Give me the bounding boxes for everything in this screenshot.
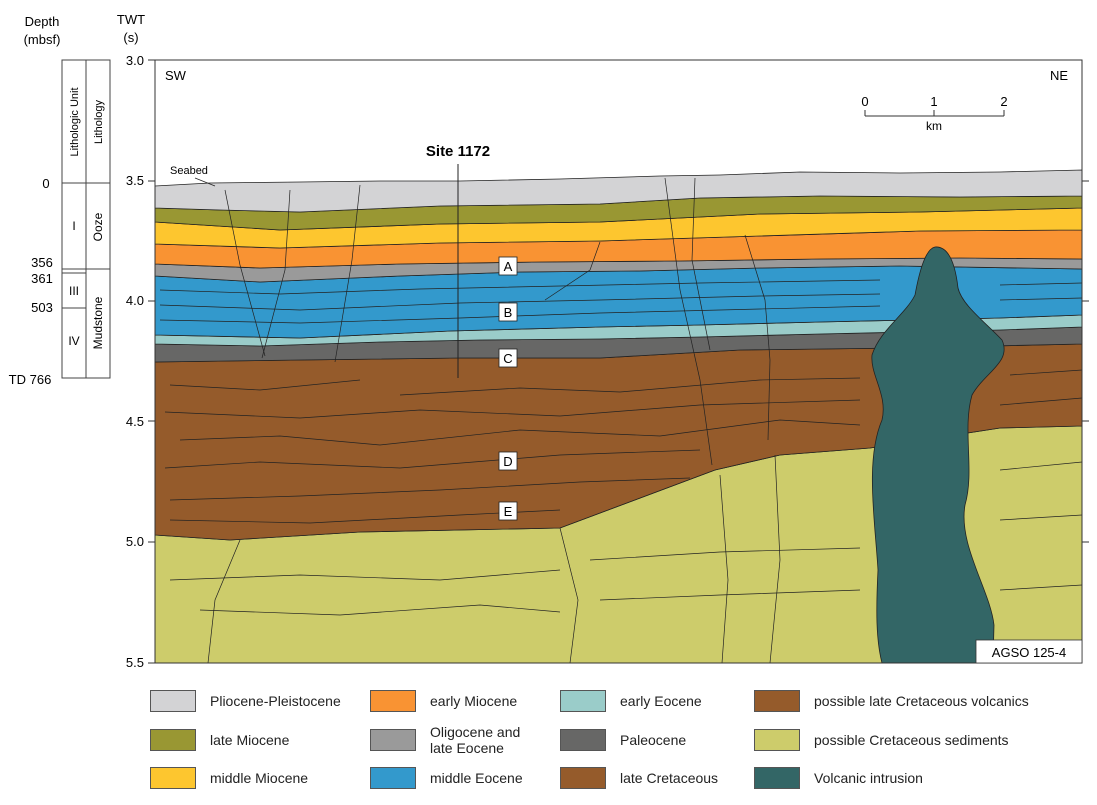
seabed-label: Seabed <box>170 165 208 177</box>
legend-item-early-eocene: early Eocene <box>560 690 702 712</box>
legend-item-late-miocene: late Miocene <box>150 729 289 751</box>
scale-tick-2: 2 <box>1000 94 1007 109</box>
depth-503: 503 <box>31 300 53 315</box>
depth-0: 0 <box>42 176 49 191</box>
survey-label-box <box>975 639 1083 664</box>
legend-label: late Miocene <box>210 732 290 748</box>
legend-item-early-miocene: early Miocene <box>370 690 517 712</box>
lithology-ooze: Ooze <box>91 212 105 241</box>
y-tick-3.5: 3.5 <box>126 173 144 188</box>
seabed-pointer <box>194 177 216 187</box>
legend-item-cretaceous-sediments: possible Cretaceous sediments <box>754 729 1009 751</box>
legend-swatch <box>370 767 416 789</box>
legend-item-paleocene: Paleocene <box>560 729 686 751</box>
lithology-header: Lithology <box>93 99 105 144</box>
horizon-B: B <box>504 305 513 320</box>
depth-361: 361 <box>31 271 53 286</box>
legend-item-late-cretaceous: late Cretaceous <box>560 767 718 789</box>
horizon-D: D <box>503 454 512 469</box>
survey-label: AGSO 125-4 <box>992 645 1066 660</box>
site-1172-label: Site 1172 <box>426 143 490 160</box>
legend-swatch <box>560 690 606 712</box>
scale-unit: km <box>926 119 942 133</box>
legend-item-volcanic-intrusion: Volcanic intrusion <box>754 767 923 789</box>
unit-IV: IV <box>68 334 79 348</box>
y-tick-4.5: 4.5 <box>126 414 144 429</box>
legend-item-middle-miocene: middle Miocene <box>150 767 308 789</box>
legend-swatch <box>754 729 800 751</box>
section-frame <box>148 59 1089 664</box>
lithologic-unit-header: Lithologic Unit <box>69 87 81 156</box>
legend-swatch <box>560 729 606 751</box>
reflector-lines <box>159 177 1083 664</box>
legend-label: late Cretaceous <box>620 770 719 786</box>
scale-tick-0: 0 <box>861 94 868 109</box>
y-axis-header: TWT <box>117 12 145 27</box>
unit-I: I <box>72 219 75 233</box>
legend-swatch <box>150 690 196 712</box>
horizon-E: E <box>504 504 513 519</box>
legend-item-middle-eocene: middle Eocene <box>370 767 523 789</box>
y-tick-4.0: 4.0 <box>126 293 144 308</box>
legend-label: early Eocene <box>620 693 702 709</box>
section-layers <box>154 169 1083 664</box>
y-axis-unit: (s) <box>123 30 138 45</box>
layer-pliocene-pleistocene <box>154 169 1083 213</box>
legend-swatch <box>754 690 800 712</box>
horizon-labels: A B C D E <box>498 256 518 521</box>
horizon-A: A <box>504 259 513 274</box>
y-tick-3.0: 3.0 <box>126 53 144 68</box>
legend-label: possible late Cretaceous volcanics <box>814 693 1029 709</box>
unit-III: III <box>69 284 79 298</box>
legend-swatch <box>150 767 196 789</box>
legend-item-oligocene-late-eocene: Oligocene and late Eocene <box>370 724 520 756</box>
legend-swatch <box>150 729 196 751</box>
legend-swatch <box>560 767 606 789</box>
ne-label: NE <box>1050 68 1068 83</box>
legend-label: Volcanic intrusion <box>814 770 923 786</box>
legend-label: early Miocene <box>430 693 518 709</box>
legend-swatch <box>370 690 416 712</box>
depth-356: 356 <box>31 255 53 270</box>
legend-label: middle Miocene <box>210 770 309 786</box>
horizon-C: C <box>503 351 512 366</box>
scale-bar <box>864 110 1005 117</box>
legend-label: possible Cretaceous sediments <box>814 732 1009 748</box>
legend-label: middle Eocene <box>430 770 523 786</box>
y-tick-5.0: 5.0 <box>126 534 144 549</box>
strat-column-box <box>61 59 111 379</box>
legend-label: Pliocene-Pleistocene <box>210 693 341 709</box>
legend: Pliocene-Pleistocene late Miocene middle… <box>150 684 1090 804</box>
legend-label: Oligocene and late Eocene <box>430 724 521 756</box>
legend-item-late-cretaceous-volcanics: possible late Cretaceous volcanics <box>754 690 1029 712</box>
depth-td-766: TD 766 <box>9 372 52 387</box>
depth-header: Depth <box>25 14 60 29</box>
legend-label: Paleocene <box>620 732 687 748</box>
sw-label: SW <box>165 68 187 83</box>
scale-tick-1: 1 <box>930 94 937 109</box>
legend-swatch <box>370 729 416 751</box>
legend-swatch <box>754 767 800 789</box>
y-tick-5.5: 5.5 <box>126 655 144 670</box>
legend-item-pliocene-pleistocene: Pliocene-Pleistocene <box>150 690 341 712</box>
lithology-mudstone: Mudstone <box>91 296 105 349</box>
depth-unit: (mbsf) <box>24 32 61 47</box>
